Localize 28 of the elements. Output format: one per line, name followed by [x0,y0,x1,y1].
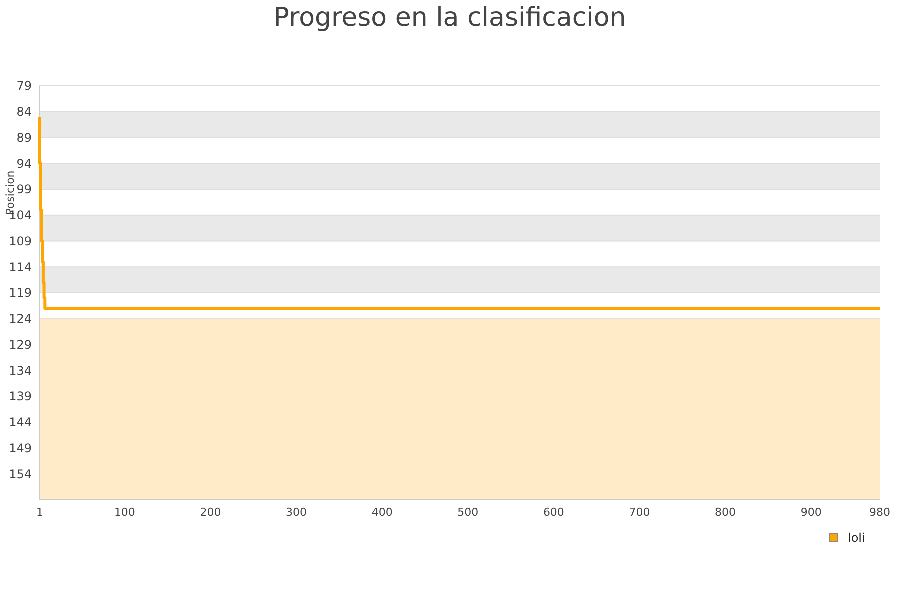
y-tick-label: 119 [9,286,32,300]
legend-label: loli [848,531,866,546]
x-tick-label: 900 [800,506,822,519]
y-tick-label: 79 [16,79,32,94]
x-tick-label: 300 [286,506,308,519]
y-tick-label: 129 [9,338,32,352]
x-tick-label: 400 [372,506,393,519]
y-tick-label: 149 [9,441,32,456]
chart-title: Progreso en la clasificacion [274,3,626,33]
x-tick-label: 500 [458,506,479,519]
y-tick-label: 134 [9,364,32,378]
y-tick-label: 94 [16,156,32,171]
y-tick-label: 114 [9,260,32,274]
y-tick-label: 154 [9,467,32,482]
y-tick-label: 109 [9,234,32,248]
y-tick-label: 89 [16,130,32,145]
x-tick-label: 700 [629,506,650,519]
y-tick-label: 144 [9,416,32,430]
x-tick-label: 200 [200,506,222,519]
y-tick-label: 139 [9,390,32,404]
x-tick-label: 100 [114,506,136,519]
x-tick-label: 800 [715,506,736,519]
x-tick-label: 1 [36,506,44,519]
y-tick-label: 84 [16,105,32,120]
y-tick-label: 99 [16,182,32,197]
x-tick-label: 980 [870,506,890,519]
y-tick-label: 124 [9,312,32,326]
x-tick-label: 600 [543,506,564,519]
